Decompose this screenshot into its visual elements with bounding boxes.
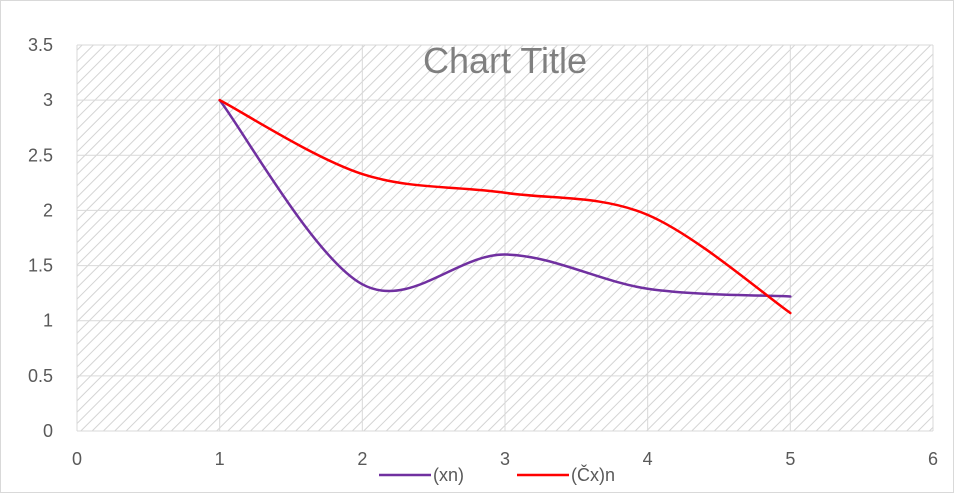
legend: (xn) (Čx)n (379, 464, 615, 485)
y-tick-label: 3 (43, 90, 53, 110)
chart-title: Chart Title (423, 40, 587, 81)
y-tick-label: 2.5 (28, 145, 53, 165)
y-tick-label: 2 (43, 200, 53, 220)
y-tick-label: 1 (43, 311, 53, 331)
y-tick-label: 3.5 (28, 35, 53, 55)
legend-label-1: (xn) (433, 465, 464, 485)
legend-label-2: (Čx)n (571, 464, 615, 485)
y-tick-label: 1.5 (28, 256, 53, 276)
series-lines (218, 98, 792, 315)
axis-tick-labels: 0 0.5 1 1.5 2 2.5 3 3.5 0 1 2 3 4 5 6 (28, 35, 938, 469)
x-tick-label: 0 (72, 449, 82, 469)
y-tick-label: 0.5 (28, 366, 53, 386)
x-tick-label: 4 (643, 449, 653, 469)
series-line-2 (218, 98, 792, 315)
x-tick-label: 6 (928, 449, 938, 469)
x-tick-label: 1 (215, 449, 225, 469)
gridlines (76, 44, 934, 432)
y-tick-label: 0 (43, 421, 53, 441)
x-tick-label: 5 (785, 449, 795, 469)
x-tick-label: 2 (357, 449, 367, 469)
x-tick-label: 3 (500, 449, 510, 469)
series-line-1 (218, 98, 792, 298)
